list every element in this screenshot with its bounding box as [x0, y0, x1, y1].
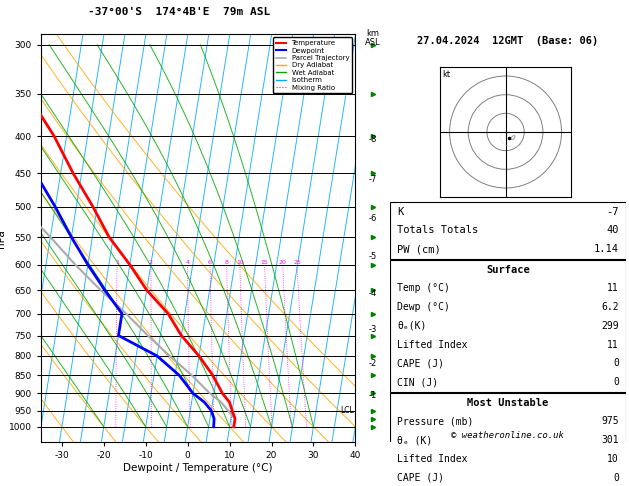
Text: Pressure (mb): Pressure (mb) — [397, 417, 474, 426]
Text: θₑ (K): θₑ (K) — [397, 435, 432, 445]
Text: 25: 25 — [293, 260, 301, 265]
Text: 15: 15 — [260, 260, 269, 265]
Text: 2: 2 — [149, 260, 153, 265]
Text: Totals Totals: Totals Totals — [397, 226, 478, 235]
Text: K: K — [397, 207, 403, 217]
Text: -8: -8 — [369, 135, 377, 144]
Text: 11: 11 — [607, 340, 619, 350]
Text: 27.04.2024  12GMT  (Base: 06): 27.04.2024 12GMT (Base: 06) — [417, 36, 599, 46]
Y-axis label: hPa: hPa — [0, 229, 6, 247]
Text: 11: 11 — [607, 283, 619, 294]
Text: 1: 1 — [115, 260, 119, 265]
Text: -7: -7 — [369, 175, 377, 184]
Text: -5: -5 — [369, 252, 377, 261]
Text: LCL: LCL — [340, 406, 354, 415]
Text: ASL: ASL — [365, 38, 381, 47]
Text: Most Unstable: Most Unstable — [467, 398, 548, 408]
Text: Dewp (°C): Dewp (°C) — [397, 302, 450, 312]
Text: © weatheronline.co.uk: © weatheronline.co.uk — [452, 431, 564, 440]
Text: -6: -6 — [369, 213, 377, 223]
Text: θₑ(K): θₑ(K) — [397, 321, 426, 331]
X-axis label: Dewpoint / Temperature (°C): Dewpoint / Temperature (°C) — [123, 463, 273, 473]
FancyBboxPatch shape — [390, 202, 626, 259]
Text: 301: 301 — [601, 435, 619, 445]
Text: Mixing Ratio (g/kg): Mixing Ratio (g/kg) — [394, 228, 403, 301]
Legend: Temperature, Dewpoint, Parcel Trajectory, Dry Adiabat, Wet Adiabat, Isotherm, Mi: Temperature, Dewpoint, Parcel Trajectory… — [273, 37, 352, 93]
Text: 0: 0 — [613, 359, 619, 368]
Text: CAPE (J): CAPE (J) — [397, 473, 444, 483]
Text: kt: kt — [442, 70, 450, 79]
Text: -2: -2 — [369, 359, 377, 368]
Text: -37°00'S  174°4B'E  79m ASL: -37°00'S 174°4B'E 79m ASL — [88, 7, 270, 17]
Text: -7: -7 — [606, 207, 619, 217]
Text: 299: 299 — [601, 321, 619, 331]
Text: 6.2: 6.2 — [601, 302, 619, 312]
Text: CAPE (J): CAPE (J) — [397, 359, 444, 368]
Text: 6: 6 — [208, 260, 212, 265]
Text: 8: 8 — [225, 260, 228, 265]
Text: Lifted Index: Lifted Index — [397, 340, 467, 350]
Text: km: km — [366, 29, 379, 38]
Text: 10: 10 — [607, 454, 619, 464]
Text: Surface: Surface — [486, 264, 530, 275]
Text: Lifted Index: Lifted Index — [397, 454, 467, 464]
Text: 4: 4 — [186, 260, 189, 265]
Text: 40: 40 — [606, 226, 619, 235]
Text: 975: 975 — [601, 417, 619, 426]
FancyBboxPatch shape — [390, 260, 626, 392]
Text: PW (cm): PW (cm) — [397, 244, 441, 254]
Text: -1: -1 — [369, 391, 377, 400]
Text: 20: 20 — [279, 260, 287, 265]
Text: CIN (J): CIN (J) — [397, 377, 438, 387]
Text: -3: -3 — [369, 326, 377, 334]
Text: 0: 0 — [613, 473, 619, 483]
Text: Temp (°C): Temp (°C) — [397, 283, 450, 294]
FancyBboxPatch shape — [390, 393, 626, 486]
Text: 1.14: 1.14 — [594, 244, 619, 254]
Text: 10: 10 — [236, 260, 243, 265]
Text: 0: 0 — [613, 377, 619, 387]
Text: -4: -4 — [369, 289, 377, 298]
